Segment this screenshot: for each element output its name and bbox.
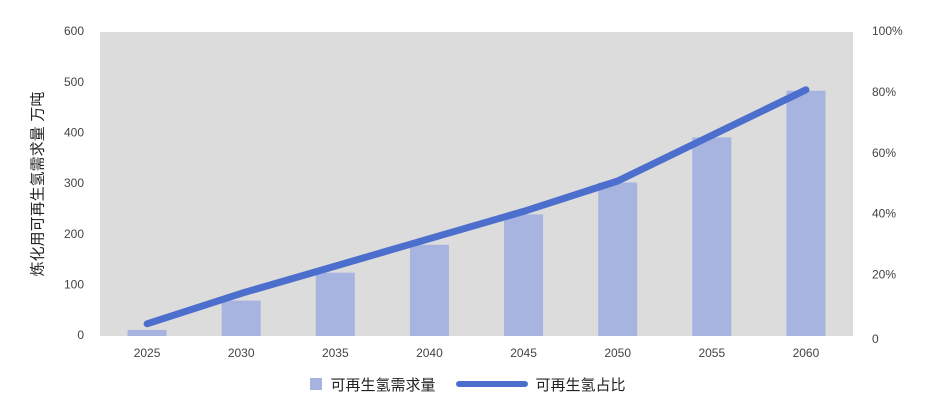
right-tick-label: 0 xyxy=(872,332,879,346)
bar-2055 xyxy=(692,137,732,336)
left-tick-label: 300 xyxy=(64,176,84,190)
right-tick-label: 20% xyxy=(872,267,896,281)
legend-label-demand: 可再生氢需求量 xyxy=(330,375,436,394)
bar-2060 xyxy=(786,90,826,336)
bar-2050 xyxy=(598,182,638,336)
legend-bar-swatch xyxy=(310,378,323,390)
left-tick-label: 600 xyxy=(64,24,84,38)
legend: 可再生氢需求量 可再生氢占比 xyxy=(0,371,936,397)
bar-2045 xyxy=(504,214,544,336)
left-tick-label: 400 xyxy=(64,126,84,140)
y-axis-label: 炼化用可再生氢需求量 万吨 xyxy=(29,92,47,277)
plot-area xyxy=(100,32,853,336)
right-tick-label: 60% xyxy=(872,146,896,160)
legend-item-demand: 可再生氢需求量 xyxy=(310,374,436,395)
bar-2030 xyxy=(221,300,261,336)
right-tick-label: 100% xyxy=(872,24,903,38)
right-tick-label: 80% xyxy=(872,85,896,99)
left-tick-label: 200 xyxy=(64,227,84,241)
legend-label-share: 可再生氢占比 xyxy=(535,375,626,394)
x-tick-label: 2040 xyxy=(416,346,443,360)
left-tick-label: 0 xyxy=(77,328,84,342)
bar-2025 xyxy=(127,329,167,336)
bar-2035 xyxy=(315,272,355,336)
x-tick-label: 2045 xyxy=(510,346,537,360)
x-tick-label: 2030 xyxy=(228,346,255,360)
share-line xyxy=(143,86,810,328)
x-tick-label: 2025 xyxy=(134,346,161,360)
x-tick-label: 2055 xyxy=(698,346,725,360)
x-tick-label: 2050 xyxy=(604,346,631,360)
bar-2040 xyxy=(409,244,449,336)
left-tick-label: 500 xyxy=(64,75,84,89)
right-tick-label: 40% xyxy=(872,207,896,221)
legend-line-swatch xyxy=(455,381,528,387)
x-tick-label: 2035 xyxy=(322,346,349,360)
x-tick-label: 2060 xyxy=(793,346,820,360)
left-tick-label: 100 xyxy=(64,278,84,292)
legend-item-share: 可再生氢占比 xyxy=(455,374,626,395)
